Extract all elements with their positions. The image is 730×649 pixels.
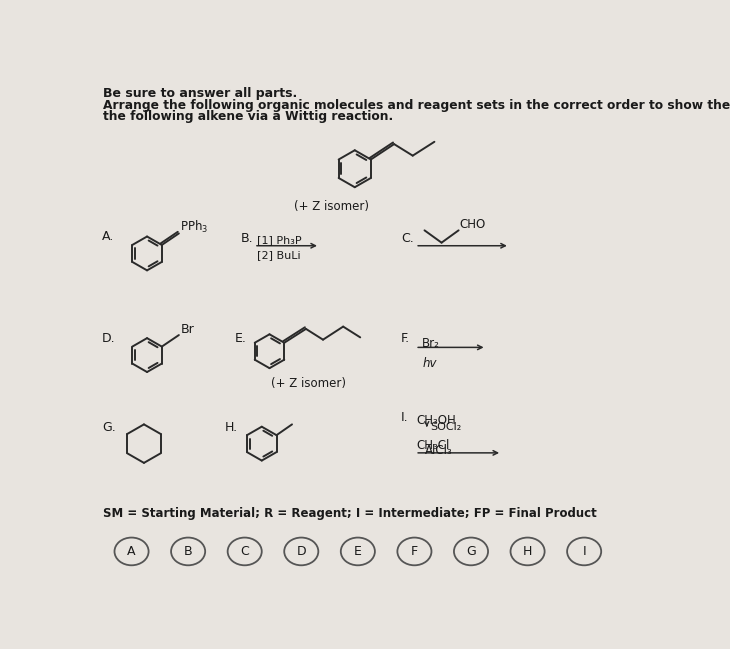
Text: I: I	[583, 545, 586, 558]
Text: CH₃OH: CH₃OH	[417, 414, 456, 428]
Text: Be sure to answer all parts.: Be sure to answer all parts.	[103, 87, 297, 100]
Text: F.: F.	[402, 332, 410, 345]
Text: (+ Z isomer): (+ Z isomer)	[271, 376, 346, 389]
Text: hv: hv	[423, 358, 437, 371]
Text: [2] BuLi: [2] BuLi	[257, 251, 301, 260]
Text: A.: A.	[102, 230, 115, 243]
Text: C: C	[240, 545, 249, 558]
Text: C.: C.	[402, 232, 414, 245]
Text: Br: Br	[180, 323, 194, 336]
Text: D: D	[296, 545, 306, 558]
Text: E.: E.	[234, 332, 247, 345]
Text: I.: I.	[402, 411, 409, 424]
Text: the following alkene via a Wittig reaction.: the following alkene via a Wittig reacti…	[103, 110, 393, 123]
Text: CHO: CHO	[459, 219, 485, 232]
Text: H.: H.	[225, 421, 238, 434]
Text: D.: D.	[102, 332, 116, 345]
Text: Arrange the following organic molecules and reagent sets in the correct order to: Arrange the following organic molecules …	[103, 99, 730, 112]
Text: G: G	[466, 545, 476, 558]
Text: H: H	[523, 545, 532, 558]
Text: F: F	[411, 545, 418, 558]
Text: SM = Starting Material; R = Reagent; I = Intermediate; FP = Final Product: SM = Starting Material; R = Reagent; I =…	[103, 507, 596, 520]
Text: Br₂: Br₂	[421, 337, 439, 350]
Text: PPh$_3$: PPh$_3$	[180, 219, 209, 236]
Text: [1] Ph₃P: [1] Ph₃P	[257, 235, 301, 245]
Text: E: E	[354, 545, 362, 558]
Text: SOCl₂: SOCl₂	[430, 422, 461, 432]
Text: A: A	[127, 545, 136, 558]
Text: B: B	[184, 545, 193, 558]
Text: CH₃Cl: CH₃Cl	[417, 439, 450, 452]
Text: AlCl₃: AlCl₃	[425, 444, 453, 457]
Text: B.: B.	[241, 232, 253, 245]
Text: G.: G.	[102, 421, 116, 434]
Text: (+ Z isomer): (+ Z isomer)	[294, 199, 369, 212]
